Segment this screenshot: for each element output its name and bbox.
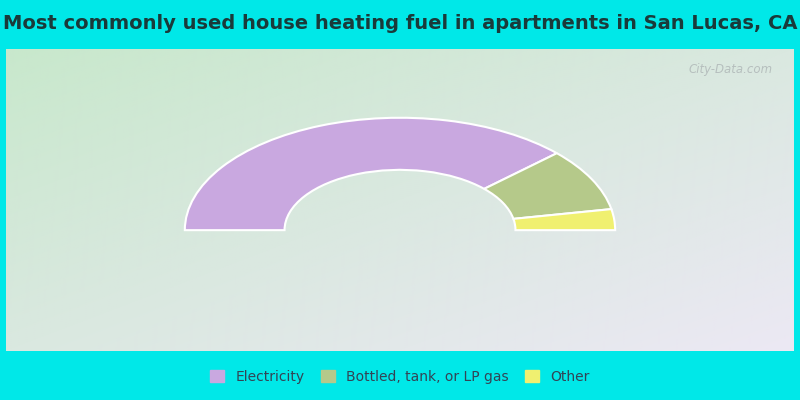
Wedge shape xyxy=(484,153,611,219)
Text: Most commonly used house heating fuel in apartments in San Lucas, CA: Most commonly used house heating fuel in… xyxy=(2,14,798,34)
Text: City-Data.com: City-Data.com xyxy=(689,63,773,76)
Wedge shape xyxy=(514,209,615,230)
Legend: Electricity, Bottled, tank, or LP gas, Other: Electricity, Bottled, tank, or LP gas, O… xyxy=(210,370,590,384)
Wedge shape xyxy=(185,118,557,230)
